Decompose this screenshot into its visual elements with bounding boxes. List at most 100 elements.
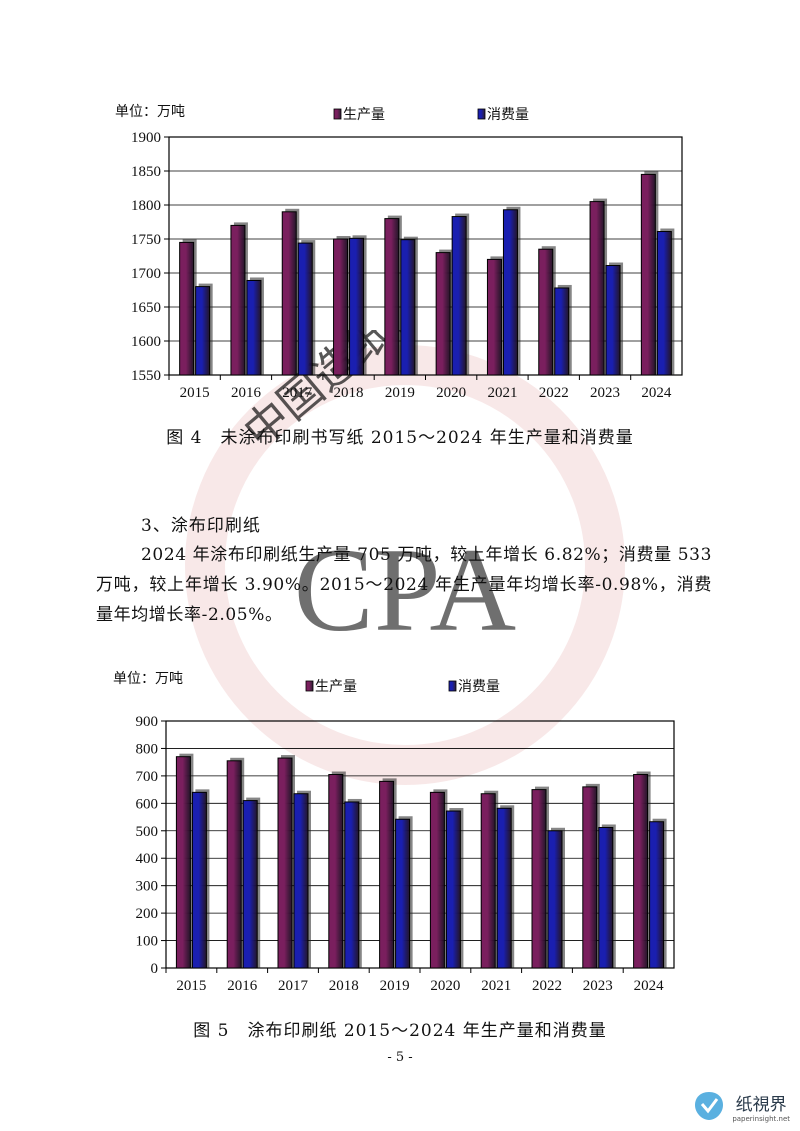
- chart2-bar-consumption: [445, 810, 461, 969]
- chart1-x-tick-label: 2018: [334, 385, 364, 401]
- chart2-x-tick-label: 2018: [329, 978, 359, 994]
- chart2-bar-production: [480, 793, 496, 969]
- chart1-x-tick-label: 2016: [231, 385, 262, 401]
- chart2-x-tick-label: 2021: [481, 978, 511, 994]
- chart2-bar-production: [429, 791, 445, 969]
- chart2-bar-consumption: [191, 791, 207, 969]
- chart2-x-tick-label: 2016: [227, 978, 258, 994]
- chart1-bar-production: [486, 258, 502, 376]
- chart2-y-tick-label: 600: [136, 796, 159, 812]
- chart1-x-tick-label: 2020: [436, 385, 466, 401]
- chart2-bar-production: [277, 757, 293, 969]
- chart1-legend-label: 生产量: [343, 107, 385, 123]
- chart1-x-tick-label: 2022: [539, 385, 569, 401]
- figure4-chart-container: 1550 1600 1650 1700 1750 1800 1850 1900 单位：万吨 生产量…: [0, 95, 800, 405]
- paper-insight-logo-icon: [695, 1092, 724, 1120]
- chart1-x-tick-label: 2019: [385, 385, 415, 401]
- chart1-bar-consumption: [451, 216, 467, 376]
- chart1-y-tick-label: 1550: [131, 368, 161, 384]
- chart1-y-tick-label: 1600: [131, 334, 161, 350]
- figure5-caption: 图 5 涂布印刷纸 2015～2024 年生产量和消费量: [193, 1021, 607, 1041]
- chart2-bar-production: [582, 786, 598, 969]
- chart2-bar-production: [328, 774, 344, 969]
- chart2-bar-consumption: [649, 821, 665, 969]
- chart2-y-tick-label: 700: [136, 769, 159, 785]
- chart1-bar-consumption: [554, 287, 570, 376]
- chart1-bar-production: [230, 224, 246, 376]
- chart1-legend-label: 消费量: [487, 107, 529, 123]
- chart1-bar-production: [640, 173, 656, 376]
- chart1-bar-consumption: [656, 231, 672, 376]
- chart2-x-tick-label: 2015: [176, 978, 206, 994]
- chart2-y-tick-label: 200: [136, 906, 159, 922]
- chart1-bar-production: [589, 201, 605, 376]
- chart1-bar-production: [179, 241, 195, 376]
- chart1-x-tick-label: 2015: [180, 385, 210, 401]
- chart1-bar-consumption: [605, 265, 621, 376]
- section-paragraph: 2024 年涂布印刷纸生产量 705 万吨，较上年增长 6.82%；消费量 53…: [96, 545, 712, 625]
- chart1-bar-consumption: [297, 242, 313, 376]
- chart2-bar-production: [633, 774, 649, 969]
- chart1-bar-consumption: [502, 209, 518, 376]
- chart2-legend-swatch: [448, 680, 457, 692]
- chart2-bar-production: [226, 760, 242, 969]
- chart2-y-tick-label: 800: [136, 741, 159, 757]
- chart1-bar-consumption: [349, 237, 365, 376]
- page-number: - 5 -: [387, 1050, 413, 1065]
- chart2-bar-consumption: [598, 826, 614, 969]
- chart2-bar-consumption: [293, 793, 309, 969]
- chart2-bar-consumption: [547, 830, 563, 969]
- chart2-bar-production: [379, 780, 395, 969]
- chart1-bar-consumption: [246, 279, 262, 376]
- chart2-unit-label: 单位：万吨: [113, 671, 183, 687]
- chart1-bar-production: [538, 248, 554, 376]
- chart1-y-tick-label: 1800: [131, 198, 161, 214]
- chart1-bar-production: [384, 218, 400, 376]
- figure5-chart: 0 100 200 300 400 500 600 700 800 900 单位：万吨 生产量 消费量 2…: [113, 671, 675, 994]
- chart2-bar-consumption: [242, 800, 258, 969]
- figure5-chart-container: 0 100 200 300 400 500 600 700 800 900 单位：万吨 生产量 消费量 2…: [0, 663, 800, 1003]
- chart1-bar-production: [333, 238, 349, 376]
- chart2-y-tick-label: 100: [136, 934, 159, 950]
- chart1-y-tick-label: 1900: [131, 130, 161, 146]
- chart1-y-tick-label: 1850: [131, 164, 161, 180]
- brand-logo: 纸視界 paperinsight.net: [692, 1089, 790, 1123]
- logo-subtitle: paperinsight.net: [732, 1114, 790, 1123]
- chart2-bar-consumption: [395, 818, 411, 969]
- chart2-bar-consumption: [496, 807, 512, 969]
- chart2-x-tick-label: 2020: [430, 978, 460, 994]
- chart1-x-tick-label: 2021: [487, 385, 517, 401]
- chart2-bar-consumption: [344, 801, 360, 969]
- chart2-legend-label: 生产量: [315, 679, 357, 695]
- chart1-bar-consumption: [400, 239, 416, 376]
- chart2-y-tick-label: 0: [151, 961, 159, 977]
- chart1-y-tick-label: 1650: [131, 300, 161, 316]
- chart1-x-tick-label: 2024: [641, 385, 672, 401]
- chart1-legend-swatch: [477, 108, 486, 120]
- chart2-bar-production: [175, 756, 191, 969]
- figure4-caption: 图 4 未涂布印刷书写纸 2015～2024 年生产量和消费量: [166, 428, 634, 448]
- chart2-x-tick-label: 2022: [532, 978, 562, 994]
- logo-title: 纸視界: [735, 1094, 787, 1115]
- chart1-y-tick-label: 1750: [131, 232, 161, 248]
- chart2-x-tick-label: 2023: [583, 978, 613, 994]
- chart2-bar-production: [531, 789, 547, 969]
- chart1-bar-production: [281, 211, 297, 376]
- chart1-x-tick-label: 2023: [590, 385, 620, 401]
- chart1-legend-swatch: [333, 108, 342, 120]
- chart2-legend-label: 消费量: [458, 679, 500, 695]
- chart2-x-tick-label: 2017: [278, 978, 309, 994]
- chart2-x-tick-label: 2019: [380, 978, 410, 994]
- chart1-bar-consumption: [195, 286, 211, 376]
- chart1-x-tick-label: 2017: [282, 385, 313, 401]
- chart2-y-tick-label: 900: [136, 714, 159, 730]
- chart1-unit-label: 单位：万吨: [115, 104, 185, 120]
- chart2-legend-swatch: [305, 680, 314, 692]
- section-heading: 3、涂布印刷纸: [141, 516, 261, 536]
- chart1-y-tick-label: 1700: [131, 266, 161, 282]
- chart2-y-tick-label: 500: [136, 824, 159, 840]
- chart1-bar-production: [435, 252, 451, 376]
- chart2-y-tick-label: 300: [136, 879, 159, 895]
- figure4-chart: 1550 1600 1650 1700 1750 1800 1850 1900 单位：万吨 生产量…: [115, 104, 683, 401]
- chart2-x-tick-label: 2024: [634, 978, 665, 994]
